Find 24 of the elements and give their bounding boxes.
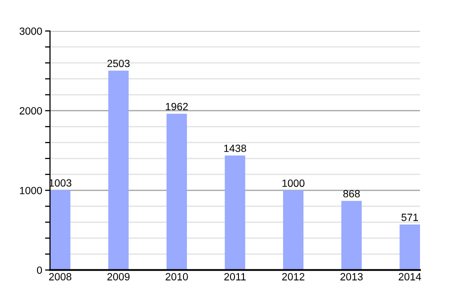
data-label: 1000 bbox=[282, 180, 304, 187]
data-label: 1438 bbox=[224, 144, 246, 152]
bar bbox=[166, 114, 187, 270]
x-tick-label: 2013 bbox=[340, 273, 363, 280]
y-tick-label: 1000 bbox=[20, 186, 42, 194]
x-tick-label: 2014 bbox=[398, 273, 422, 280]
x-tick-label: 2009 bbox=[107, 273, 130, 280]
bar bbox=[224, 155, 246, 270]
x-tick-label: 2010 bbox=[166, 273, 188, 280]
data-label: 2503 bbox=[107, 60, 130, 68]
bar bbox=[341, 200, 362, 270]
data-label: 1962 bbox=[166, 102, 188, 110]
x-tick-label: 2011 bbox=[224, 273, 246, 280]
bar bbox=[283, 190, 304, 270]
y-tick-label: 2000 bbox=[20, 107, 42, 115]
bar bbox=[50, 190, 70, 270]
data-label: 868 bbox=[343, 190, 360, 198]
y-tick-label: 0 bbox=[36, 266, 42, 274]
bar bbox=[108, 70, 129, 270]
y-tick-label: 3000 bbox=[20, 28, 42, 35]
x-tick-label: 2012 bbox=[282, 273, 304, 280]
bar bbox=[400, 224, 420, 270]
x-tick-label: 2008 bbox=[49, 273, 72, 280]
data-label: 571 bbox=[402, 214, 418, 222]
